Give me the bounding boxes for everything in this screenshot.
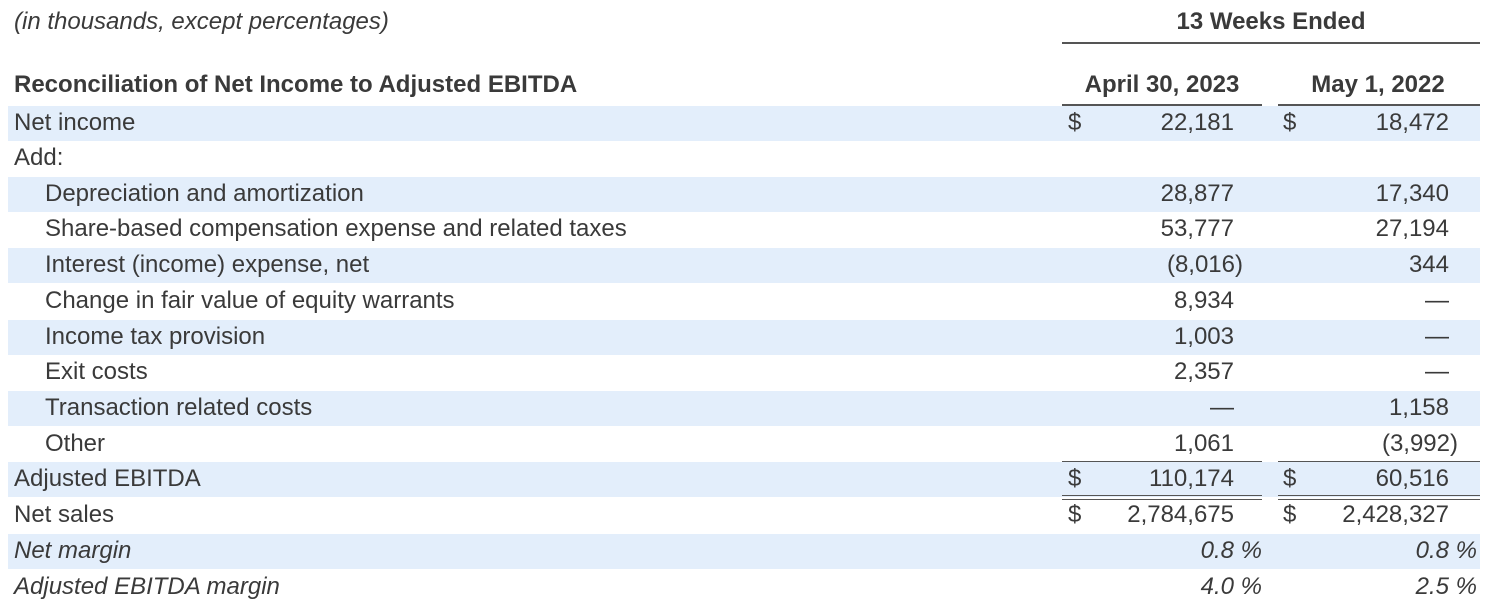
table-row-exit-costs: Exit costs 2,357 — [8,355,1480,390]
total-double-rule [1278,495,1480,500]
total-double-rule [1062,495,1262,500]
dollar-sign: $ [1068,465,1082,492]
value-2023: 53,777 [1160,215,1234,242]
value-2022: 2,428,327 [1342,501,1449,528]
row-label: Change in fair value of equity warrants [45,287,455,314]
value-2022: 2.5 % [1415,573,1477,600]
value-2023: — [1210,394,1234,421]
value-2023: 4.0 % [1200,573,1262,600]
value-2023: 110,174 [1149,465,1234,492]
row-label: Interest (income) expense, net [45,251,370,278]
table-row-adjusted-ebitda-margin: Adjusted EBITDA margin 4.0 % 2.5 % [8,570,1480,605]
value-2022: — [1425,287,1449,314]
row-label: Exit costs [45,358,148,385]
table-row-net-income: Net income $ 22,181 $ 18,472 [8,106,1480,141]
value-2022: 1,158 [1388,394,1449,421]
dollar-sign: $ [1068,109,1082,136]
table-row-share-based-compensation: Share-based compensation expense and rel… [8,212,1480,247]
dollar-sign: $ [1283,501,1297,528]
row-label: Share-based compensation expense and rel… [45,215,627,242]
value-2023: 8,934 [1173,287,1234,314]
section-title: Reconciliation of Net Income to Adjusted… [14,71,578,98]
value-2022: 344 [1408,251,1449,278]
period-label: 13 Weeks Ended [1176,8,1366,35]
row-label: Net sales [14,501,115,528]
period-underline [1062,42,1480,44]
column-header-april-30-2023: April 30, 2023 [1084,71,1240,98]
value-2023: 22,181 [1160,109,1234,136]
row-label: Net margin [14,537,132,564]
value-2023: 1,061 [1173,430,1234,457]
value-2022: 0.8 % [1415,537,1477,564]
column-header-underline [1278,104,1480,106]
value-2022: 18,472 [1375,109,1449,136]
table-row-equity-warrants: Change in fair value of equity warrants … [8,284,1480,319]
value-2022: 60,516 [1375,465,1449,492]
value-2022: 17,340 [1375,180,1449,207]
value-2023: 0.8 % [1200,537,1262,564]
table-row-adjusted-ebitda: Adjusted EBITDA $ 110,174 $ 60,516 [8,462,1480,497]
value-2022: — [1425,358,1449,385]
subtotal-rule [1062,461,1262,462]
value-2023: (8,016) [1166,251,1243,278]
subtotal-rule [1278,461,1480,462]
row-label: Depreciation and amortization [45,180,364,207]
value-2023: 2,357 [1173,358,1234,385]
table-row-interest: Interest (income) expense, net (8,016) 3… [8,248,1480,283]
table-row-net-sales: Net sales $ 2,784,675 $ 2,428,327 [8,498,1480,533]
value-2023: 28,877 [1160,180,1234,207]
table-row-income-tax: Income tax provision 1,003 — [8,320,1480,355]
table-row-add: Add: [8,141,1480,176]
column-header-underline [1062,104,1262,106]
dollar-sign: $ [1068,501,1082,528]
value-2022: 27,194 [1375,215,1449,242]
table-row-depreciation: Depreciation and amortization 28,877 17,… [8,177,1480,212]
table-row-transaction-costs: Transaction related costs — 1,158 [8,391,1480,426]
dollar-sign: $ [1283,109,1297,136]
row-label: Net income [14,109,136,136]
column-header-may-1-2022: May 1, 2022 [1311,71,1445,98]
row-label: Adjusted EBITDA margin [14,573,280,600]
dollar-sign: $ [1283,465,1297,492]
row-label: Adjusted EBITDA [14,465,201,492]
table-row-net-margin: Net margin 0.8 % 0.8 % [8,534,1480,569]
row-label: Other [45,430,106,457]
value-2023: 1,003 [1173,323,1234,350]
value-2022: — [1425,323,1449,350]
units-note: (in thousands, except percentages) [14,8,389,35]
value-2023: 2,784,675 [1127,501,1234,528]
row-label: Income tax provision [45,323,266,350]
row-label: Add: [14,144,64,171]
table-row-other: Other 1,061 (3,992) [8,427,1480,462]
row-label: Transaction related costs [45,394,313,421]
value-2022: (3,992) [1381,430,1458,457]
